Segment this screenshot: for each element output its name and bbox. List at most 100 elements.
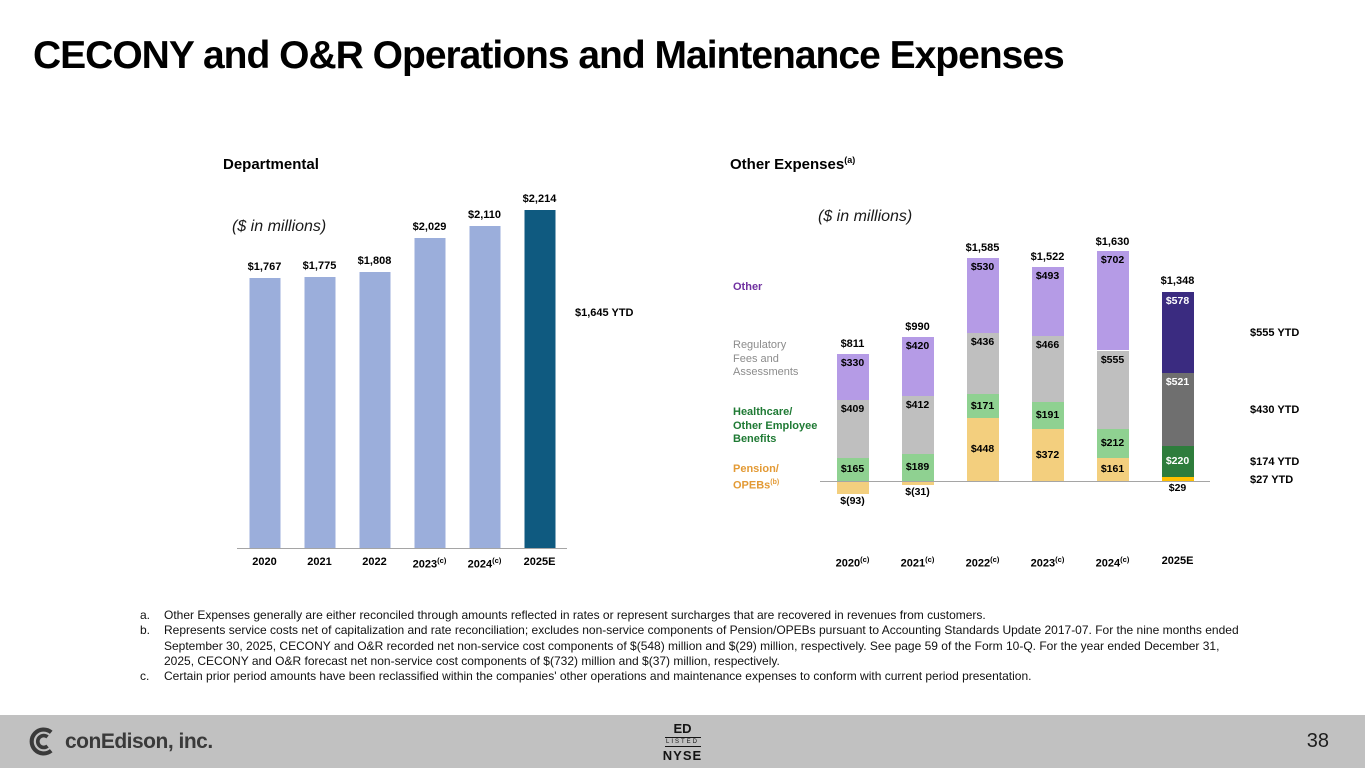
departmental-bar-slot: $2,110 2024(c)	[457, 190, 512, 571]
segment-regulatory-fees	[836, 400, 869, 458]
segment-pension-opebs	[1096, 458, 1129, 481]
footnote-a: a. Other Expenses generally are either r…	[140, 608, 1250, 623]
segment-healthcare-benefits	[966, 394, 999, 418]
footnote-c-text: Certain prior period amounts have been r…	[164, 669, 1032, 684]
legend-healthcare: Healthcare/ Other Employee Benefits	[733, 406, 818, 445]
page-title: CECONY and O&R Operations and Maintenanc…	[33, 34, 1065, 77]
departmental-bar	[304, 277, 335, 548]
other-expenses-units-label: ($ in millions)	[818, 208, 913, 225]
ytd-annotation: $430 YTD	[1250, 404, 1300, 416]
segment-value-label: $29	[1168, 482, 1187, 494]
departmental-bar-value: $2,029	[412, 221, 447, 233]
segment-other	[1161, 292, 1194, 373]
departmental-bar-slot: $1,767 2020	[237, 190, 292, 568]
departmental-ytd-label: $1,645 YTD	[575, 307, 634, 319]
nyse-exchange: NYSE	[662, 747, 703, 763]
departmental-bar-value: $1,808	[357, 255, 392, 267]
departmental-bar-value: $2,214	[522, 193, 557, 205]
ytd-annotation: $174 YTD	[1250, 456, 1300, 468]
legend-other: Other	[733, 281, 763, 293]
segment-value-label: $165	[840, 463, 865, 475]
segment-regulatory-fees	[966, 333, 999, 394]
other-expenses-category-label: 2025E	[1161, 555, 1194, 567]
segment-regulatory-fees	[901, 396, 934, 454]
brand-name: conEdison, inc.	[65, 729, 213, 753]
segment-pension-opebs	[966, 418, 999, 481]
segment-pension-opebs	[1031, 429, 1064, 481]
departmental-category-label: 2022	[362, 556, 387, 568]
segment-regulatory-fees	[1031, 336, 1064, 402]
segment-value-label: $189	[905, 461, 930, 473]
page-number: 38	[1306, 730, 1329, 752]
departmental-bar	[359, 272, 390, 548]
segment-other	[836, 354, 869, 400]
other-expenses-bar-slot: $29 $220 $521 $578 $1,348 2025E	[1145, 230, 1210, 567]
footnote-b-marker: b.	[140, 623, 151, 638]
conedison-logo: conEdison, inc.	[26, 725, 213, 758]
other-expenses-bar-slot: $372 $191 $466 $493 $1,522 2023(c)	[1015, 230, 1080, 570]
ytd-annotation: $555 YTD	[1250, 327, 1300, 339]
total-value-label: $1,585	[965, 242, 1000, 254]
other-expenses-chart-title: Other Expenses(a)	[730, 155, 855, 173]
total-value-label: $1,348	[1160, 275, 1195, 287]
segment-other	[1096, 251, 1129, 350]
footnote-a-text: Other Expenses generally are either reco…	[164, 608, 986, 622]
segment-healthcare-benefits	[1161, 446, 1194, 477]
departmental-category-label: 2024(c)	[467, 556, 502, 571]
segment-value-label: $220	[1165, 455, 1190, 467]
departmental-bar-value: $1,767	[247, 261, 282, 273]
segment-value-label: $171	[970, 400, 995, 412]
other-expenses-category-label: 2022(c)	[965, 555, 1000, 570]
departmental-units-label: ($ in millions)	[232, 218, 327, 235]
segment-value-label: $372	[1035, 449, 1060, 461]
nyse-listed-label: LISTED	[664, 736, 701, 747]
legend-pension-text: Pension/ OPEBs	[733, 462, 779, 492]
other-expenses-title-superscript: (a)	[844, 155, 856, 165]
segment-value-label: $(31)	[905, 486, 930, 498]
departmental-chart-title: Departmental	[223, 156, 319, 173]
segment-pension-opebs	[1161, 477, 1194, 481]
segment-value-label: $420	[905, 340, 930, 352]
total-value-label: $1,630	[1095, 236, 1130, 248]
footer-bar: conEdison, inc. ED LISTED NYSE 38	[0, 715, 1365, 768]
departmental-category-label: 2025E	[523, 556, 556, 568]
nyse-listed-badge: ED LISTED NYSE	[661, 721, 705, 763]
other-expenses-category-label: 2023(c)	[1030, 555, 1065, 570]
segment-value-label: $191	[1035, 409, 1060, 421]
segment-healthcare-benefits	[1096, 428, 1129, 458]
departmental-bar	[524, 210, 555, 548]
other-expenses-plot: $(93) $165 $409 $330 $811 2020(c) $(31) $189 $41…	[820, 230, 1299, 570]
segment-value-label: $530	[970, 261, 995, 273]
segment-value-label: $521	[1165, 376, 1190, 388]
segment-value-label: $161	[1100, 463, 1125, 475]
conedison-c-icon	[29, 727, 53, 756]
segment-regulatory-fees	[1161, 373, 1194, 446]
footnote-b-text: Represents service costs net of capitali…	[164, 623, 1239, 668]
footnote-c: c. Certain prior period amounts have bee…	[140, 669, 1250, 684]
total-value-label: $1,522	[1030, 251, 1065, 263]
ytd-annotation: $27 YTD	[1250, 474, 1294, 486]
departmental-plot: $1,645 YTD $1,767 2020 $1,775 2021 $1,808 202…	[237, 190, 634, 571]
segment-pension-opebs	[901, 481, 934, 485]
segment-other	[901, 337, 934, 396]
departmental-category-label: 2023(c)	[412, 556, 447, 571]
other-expenses-bar-slot: $(31) $189 $412 $420 $990 2021(c)	[885, 230, 950, 570]
departmental-bar	[249, 278, 280, 548]
segment-value-label: $412	[905, 399, 930, 411]
footnotes: a. Other Expenses generally are either r…	[140, 608, 1250, 684]
departmental-bar-value: $1,775	[302, 260, 337, 272]
legend-pension-superscript: (b)	[770, 479, 780, 486]
other-expenses-bar-slot: $(93) $165 $409 $330 $811 2020(c)	[820, 230, 885, 570]
departmental-bar-slot: $2,214 2025E	[512, 190, 567, 568]
departmental-bar-slot: $1,808 2022	[347, 190, 402, 568]
departmental-bar	[469, 226, 500, 548]
segment-other	[1031, 267, 1064, 336]
segment-value-label: $436	[970, 336, 995, 348]
footnote-a-marker: a.	[140, 608, 151, 622]
segment-value-label: $493	[1035, 270, 1060, 282]
other-expenses-bar-slot: $161 $212 $555 $702 $1,630 2024(c)	[1080, 230, 1145, 570]
other-expenses-category-label: 2021(c)	[900, 555, 935, 570]
segment-regulatory-fees	[1096, 351, 1129, 429]
segment-value-label: $702	[1100, 254, 1125, 266]
